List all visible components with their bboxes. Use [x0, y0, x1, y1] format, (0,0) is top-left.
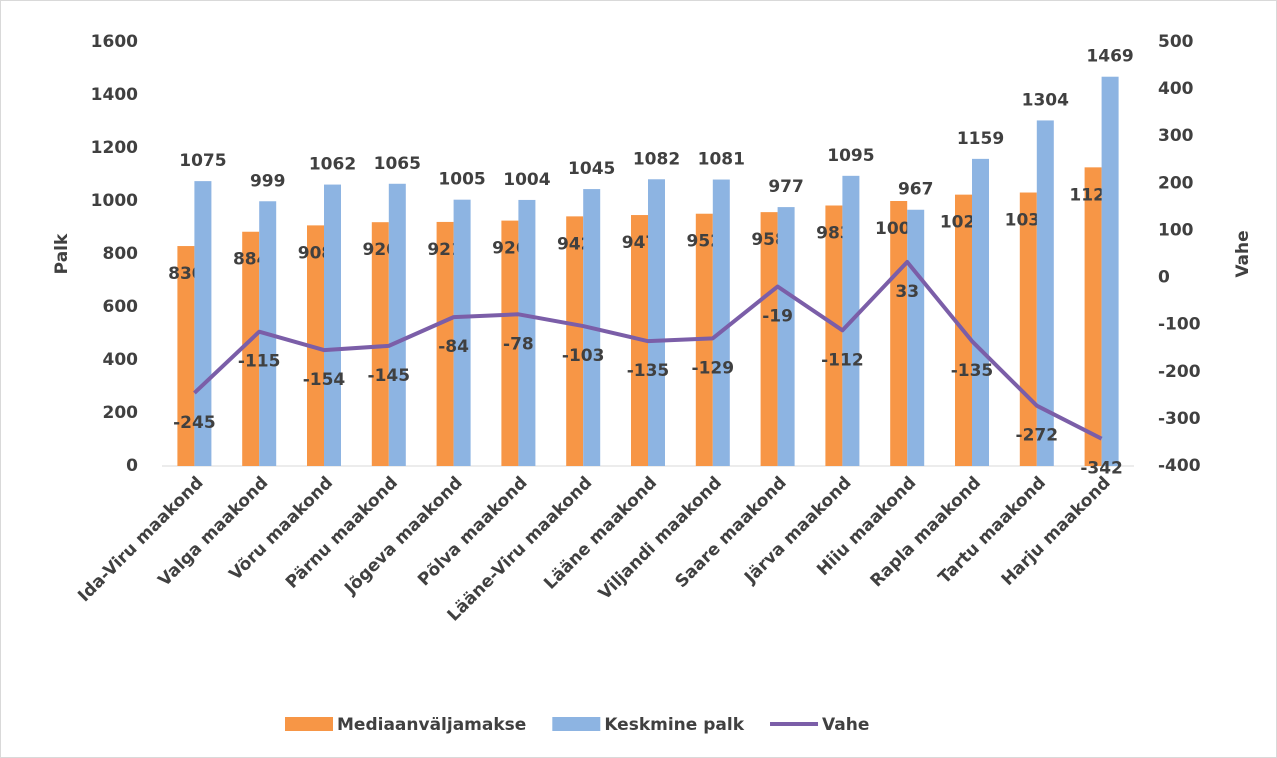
legend-swatch: [285, 717, 333, 731]
data-label: 1075: [179, 151, 226, 171]
y2-tick-label: -300: [1158, 409, 1201, 429]
data-label: 33: [895, 282, 919, 302]
data-label: -103: [562, 346, 605, 366]
bar: [388, 183, 406, 466]
data-label: -342: [1080, 459, 1123, 479]
y-tick-label: 400: [103, 350, 139, 370]
data-label: 1095: [827, 146, 874, 166]
data-label: -19: [762, 307, 793, 327]
y2-tick-label: 200: [1158, 173, 1194, 193]
bar: [1101, 76, 1119, 466]
data-label: 1469: [1086, 47, 1133, 67]
bar: [371, 222, 389, 466]
line: [193, 260, 1103, 441]
y2-tick-label: 500: [1158, 32, 1194, 52]
y-tick-label: 1400: [91, 85, 138, 105]
bar: [436, 221, 454, 466]
data-label: -84: [438, 337, 469, 357]
data-label: -135: [951, 361, 994, 381]
legend-label: Mediaanväljamakse: [337, 715, 526, 735]
data-label: 1045: [568, 159, 615, 179]
data-label: 1081: [698, 150, 745, 170]
legend-label: Keskmine palk: [604, 715, 744, 735]
y2-axis-title: Vahe: [1233, 230, 1253, 277]
bar: [648, 179, 665, 466]
data-label: -78: [503, 334, 534, 354]
bar: [501, 220, 519, 466]
bar: [760, 212, 778, 466]
data-label: 1159: [957, 129, 1004, 149]
y2-tick-label: -400: [1158, 456, 1201, 476]
data-label: 1005: [438, 170, 485, 190]
data-label: 1304: [1022, 90, 1069, 110]
data-label: 1082: [633, 149, 680, 169]
data-label: -115: [238, 352, 281, 372]
bar: [324, 184, 341, 466]
data-label: 999: [250, 171, 286, 191]
legend-swatch: [552, 717, 601, 731]
legend-label: Vahe: [822, 715, 869, 735]
bar: [194, 181, 212, 466]
y2-tick-label: -100: [1158, 315, 1201, 335]
y2-tick-label: 0: [1158, 268, 1170, 288]
bar: [177, 246, 195, 466]
bar: [1084, 167, 1102, 466]
bar: [1036, 120, 1054, 466]
y-tick-label: 600: [103, 297, 139, 317]
data-label: 977: [768, 177, 804, 197]
data-label: 1065: [374, 154, 421, 174]
data-label: -154: [303, 370, 346, 390]
data-label: -245: [173, 413, 216, 433]
y2-tick-label: 300: [1158, 126, 1194, 146]
bar: [453, 199, 471, 467]
y-tick-label: 0: [126, 456, 138, 476]
bar: [777, 207, 795, 466]
y2-tick-label: 400: [1158, 79, 1194, 99]
data-label: 967: [898, 180, 934, 200]
data-label: -145: [368, 366, 411, 386]
y2-tick-label: -200: [1158, 362, 1201, 382]
bar: [712, 179, 730, 466]
y2-tick-label: 100: [1158, 220, 1194, 240]
data-label: 1004: [503, 170, 550, 190]
y-tick-label: 1000: [91, 191, 138, 211]
data-label: -272: [1016, 426, 1059, 446]
bar: [518, 199, 536, 466]
y-tick-label: 1200: [91, 138, 138, 158]
y-tick-label: 1600: [91, 32, 138, 52]
data-label: -129: [692, 358, 735, 378]
bar: [907, 209, 925, 466]
data-label: -112: [821, 350, 864, 370]
bar: [825, 205, 843, 466]
bar: [1019, 192, 1037, 466]
bar: [972, 158, 989, 467]
y-tick-label: 200: [103, 403, 139, 423]
bar: [242, 231, 260, 466]
y-tick-label: 800: [103, 244, 139, 264]
y-axis-title: Palk: [52, 233, 72, 274]
bar: [890, 201, 908, 466]
bar: [566, 216, 584, 466]
data-label: 1062: [309, 155, 356, 175]
data-label: -135: [627, 361, 670, 381]
